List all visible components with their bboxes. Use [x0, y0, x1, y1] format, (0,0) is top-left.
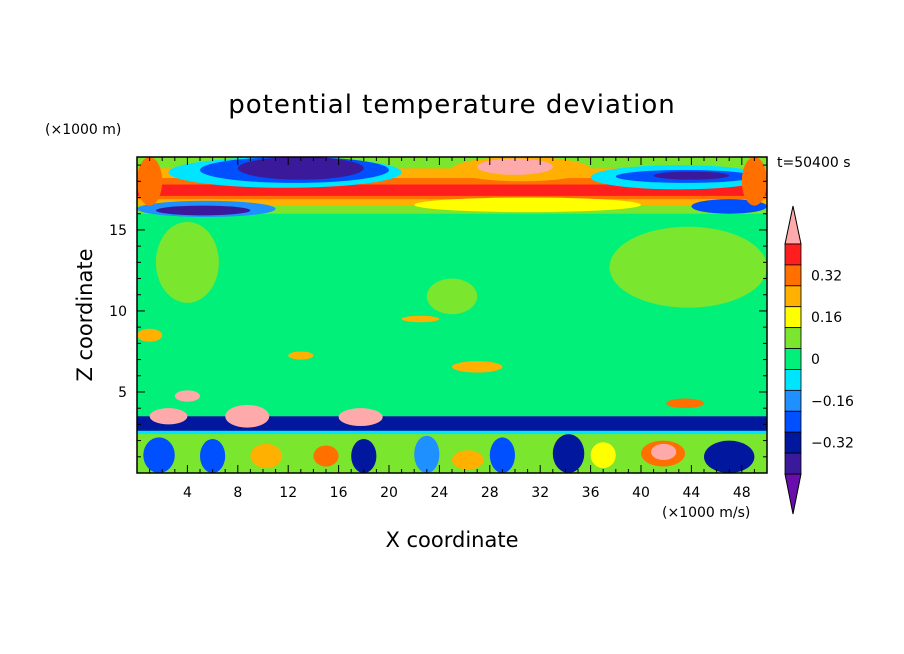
colorbar-box-8	[784, 410, 802, 433]
contour-region-21	[426, 278, 478, 315]
x-tick-label-48: 48	[733, 485, 751, 501]
x-unit-label: (×1000 m/s)	[662, 505, 750, 521]
contour-region-20	[155, 221, 219, 303]
contour-regions	[137, 157, 767, 473]
y-tick-label-10: 10	[109, 304, 127, 320]
contour-region-39	[225, 404, 270, 428]
contour-region-43	[288, 351, 314, 360]
contour-region-25	[143, 437, 175, 473]
colorbar-label-0: 0.32	[811, 268, 842, 284]
y-axis-label: Z coordinate	[73, 248, 97, 381]
y-axis: 5 10 15	[109, 164, 767, 458]
contour-region-41	[174, 390, 200, 402]
colorbar-box-2	[784, 285, 802, 308]
x-tick-label-40: 40	[632, 485, 650, 501]
colorbar-label-4: −0.32	[811, 436, 854, 452]
x-tick-label-8: 8	[233, 485, 242, 501]
x-tick-label-36: 36	[582, 485, 600, 501]
contour-region-9	[155, 205, 251, 216]
colorbar-box-0	[784, 243, 802, 266]
x-axis-label: X coordinate	[385, 528, 518, 552]
contour-region-27	[351, 438, 377, 473]
contour-region-4	[137, 184, 767, 196]
contour-region-22	[137, 416, 767, 431]
contour-region-45	[666, 398, 704, 409]
contour-region-30	[552, 434, 585, 473]
contour-region-7	[237, 157, 364, 180]
colorbar-box-4	[784, 327, 802, 349]
colorbar-label-3: −0.16	[811, 394, 854, 410]
colorbar-box-1	[784, 264, 802, 287]
colorbar-box-3	[784, 306, 802, 329]
contour-region-38	[149, 408, 188, 425]
contour-region-18	[741, 157, 767, 206]
colorbar: 0.32 0.16 0 −0.16 −0.32	[784, 205, 854, 515]
x-tick-label-4: 4	[183, 485, 192, 501]
y-tick-label-5: 5	[118, 385, 127, 401]
x-tick-label-16: 16	[330, 485, 348, 501]
contour-region-31	[704, 440, 755, 473]
x-tick-label-12: 12	[279, 485, 297, 501]
contour-region-11	[477, 158, 553, 175]
x-tick-label-20: 20	[380, 485, 398, 501]
colorbar-box-6	[784, 369, 802, 391]
contour-region-29	[489, 437, 515, 473]
contour-region-40	[338, 408, 383, 427]
colorbar-box-7	[784, 389, 802, 412]
contour-region-37	[651, 443, 677, 461]
contour-region-19	[609, 226, 767, 308]
x-tick-label-32: 32	[531, 485, 549, 501]
contour-region-34	[452, 450, 484, 470]
time-label: t=50400 s	[777, 155, 851, 171]
x-axis: 4 8 12 16 20 24 28 32 36 40 44 48	[149, 157, 755, 501]
colorbar-box-5	[784, 348, 802, 370]
x-tick-label-28: 28	[481, 485, 499, 501]
contour-region-46	[401, 315, 440, 323]
colorbar-label-1: 0.16	[811, 310, 842, 326]
contour-region-44	[452, 361, 503, 373]
contour-region-16	[414, 197, 641, 213]
chart-title: potential temperature deviation	[228, 90, 675, 120]
colorbar-box-9	[784, 431, 802, 454]
x-tick-label-44: 44	[682, 485, 700, 501]
contour-region-33	[313, 445, 339, 467]
contour-region-26	[200, 438, 226, 473]
contour-region-15	[691, 199, 767, 214]
contour-region-32	[250, 443, 282, 469]
contour-region-35	[590, 442, 616, 469]
contour-region-14	[653, 171, 730, 180]
colorbar-label-2: 0	[811, 352, 820, 368]
x-tick-label-24: 24	[430, 485, 448, 501]
y-tick-label-15: 15	[109, 223, 127, 239]
contour-region-28	[414, 435, 440, 473]
colorbar-arrow-bottom	[784, 473, 802, 515]
contour-region-42	[137, 328, 163, 342]
colorbar-box-10	[784, 452, 802, 475]
contour-region-17	[137, 157, 163, 206]
plot-area	[137, 157, 767, 473]
colorbar-arrow-top	[784, 205, 802, 245]
y-unit-label: (×1000 m)	[45, 122, 121, 138]
